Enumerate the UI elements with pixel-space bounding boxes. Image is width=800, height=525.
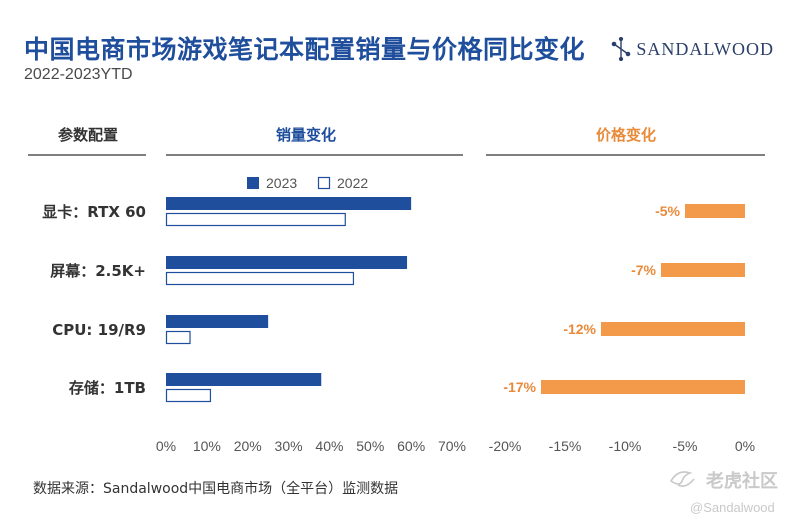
sales-bar-2023 [166, 373, 322, 386]
category-label: 存储：1TB [69, 379, 146, 397]
price-value-label: -12% [563, 321, 596, 337]
price-bar [661, 263, 745, 277]
legend-label-2022: 2022 [337, 175, 368, 191]
sales-axis-tick: 30% [275, 438, 303, 454]
legend-label-2023: 2023 [266, 175, 297, 191]
price-axis-tick: 0% [735, 438, 755, 454]
sales-axis-tick: 10% [193, 438, 221, 454]
price-bar [685, 204, 745, 218]
price-value-label: -5% [655, 203, 680, 219]
chart-subtitle: 2022-2023YTD [24, 66, 133, 83]
sales-axis-tick: 50% [356, 438, 384, 454]
sales-bar-2023 [166, 315, 269, 328]
price-bar [541, 380, 745, 394]
brand-logo: SANDALWOOD [610, 37, 774, 61]
column-header-params: 参数配置 [58, 126, 118, 144]
category-label: 屏幕：2.5K+ [50, 262, 146, 280]
column-header-sales: 销量变化 [276, 126, 336, 144]
sales-axis-tick: 40% [315, 438, 343, 454]
watermark-logo-icon [669, 471, 695, 487]
price-axis-tick: -10% [609, 438, 642, 454]
price-value-label: -7% [631, 262, 656, 278]
sandalwood-logo-icon [612, 37, 631, 61]
sales-axis-tick: 0% [156, 438, 176, 454]
sales-bar-2022 [165, 271, 355, 286]
legend-swatch-2023 [247, 177, 259, 189]
source-note: 数据来源：Sandalwood中国电商市场（全平台）监测数据 [33, 481, 399, 497]
sales-bar-2022 [165, 388, 212, 403]
sales-axis-tick: 60% [397, 438, 425, 454]
legend-swatch-2022 [317, 176, 331, 190]
brand-name: SANDALWOOD [636, 38, 774, 59]
chart-title: 中国电商市场游戏笔记本配置销量与价格同比变化 [24, 35, 586, 64]
watermark-text: 老虎社区 [706, 471, 778, 492]
price-value-label: -17% [503, 379, 536, 395]
column-header-price: 价格变化 [596, 126, 656, 144]
watermark-handle: @Sandalwood [690, 500, 775, 515]
price-axis-tick: -20% [489, 438, 522, 454]
price-bar [601, 322, 745, 336]
category-label: CPU: 19/R9 [52, 321, 146, 339]
category-label: 显卡：RTX 60 [42, 203, 146, 221]
sales-axis-tick: 70% [438, 438, 466, 454]
price-axis-tick: -5% [673, 438, 698, 454]
sales-bar-2022 [165, 212, 346, 227]
sales-bar-2023 [166, 256, 408, 269]
price-axis-tick: -15% [549, 438, 582, 454]
sales-bar-2023 [166, 197, 412, 210]
sales-axis-tick: 20% [234, 438, 262, 454]
sales-bar-2022 [165, 330, 191, 345]
